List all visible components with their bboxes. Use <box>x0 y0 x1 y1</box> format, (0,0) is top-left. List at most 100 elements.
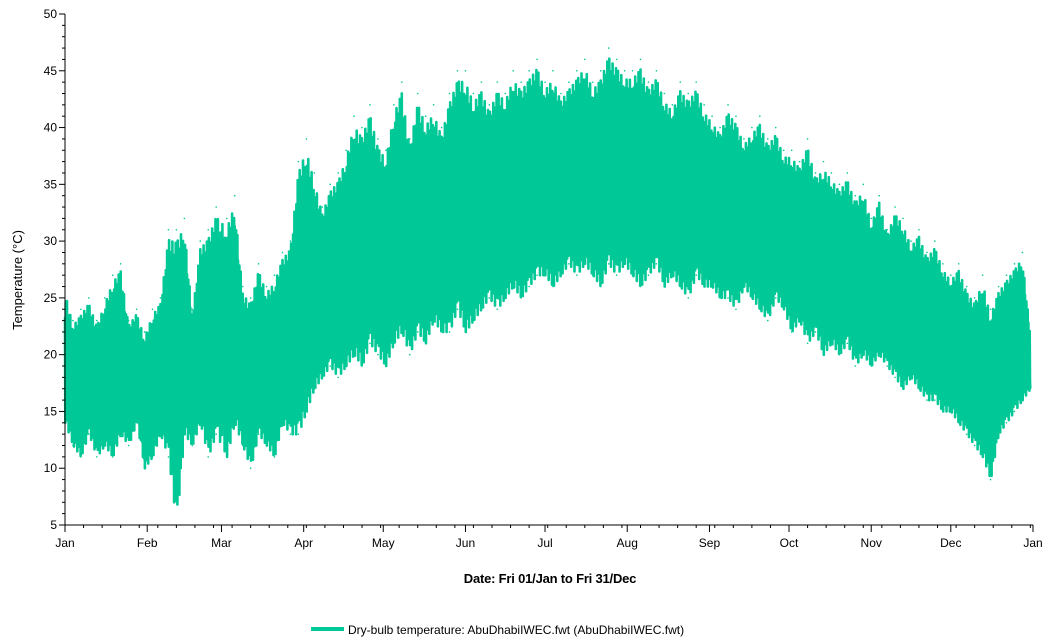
series-min-point <box>719 297 721 299</box>
series-min-point <box>973 444 976 447</box>
x-tick-label: Sep <box>699 536 721 550</box>
series-max-point <box>719 126 721 129</box>
series-max-point <box>576 69 578 72</box>
series-max-point <box>257 263 260 265</box>
series-max-point <box>838 183 841 186</box>
series-max-point <box>207 228 210 231</box>
series-max-point <box>329 183 332 186</box>
series-min-point <box>96 456 98 458</box>
series-max-point <box>96 319 98 322</box>
series-min-point <box>568 263 570 265</box>
series-max-point <box>456 69 459 72</box>
series-min-point <box>119 433 122 435</box>
series-max-point <box>965 285 968 288</box>
series-min-point <box>751 297 753 299</box>
series-max-point <box>854 194 857 197</box>
series-max-point <box>782 149 785 152</box>
series-min-point <box>313 387 316 390</box>
series-min-point <box>329 365 332 367</box>
series-min-point <box>504 297 507 299</box>
series-min-point <box>135 422 138 424</box>
series-min-point <box>496 308 499 311</box>
series-max-point <box>735 115 737 117</box>
series-max-point <box>401 81 403 83</box>
series-min-point <box>703 285 705 288</box>
series-max-point <box>973 297 976 299</box>
series-max-point <box>111 274 114 276</box>
series-min-point <box>647 274 650 276</box>
series-min-point <box>997 433 1000 435</box>
x-tick-label: May <box>372 536 395 550</box>
series-min-point <box>838 353 841 356</box>
series-min-point <box>894 376 896 379</box>
series-max-point <box>199 240 202 242</box>
series-max-point <box>127 319 130 322</box>
series-min-point <box>305 410 308 413</box>
series-max-point <box>536 58 538 61</box>
series-min-point <box>401 331 403 333</box>
series-min-point <box>560 274 562 276</box>
series-max-point <box>981 274 984 276</box>
series-max-point <box>175 228 178 231</box>
series-max-point <box>225 217 228 220</box>
series-max-point <box>103 297 106 299</box>
series-min-point <box>759 308 761 311</box>
plot-series <box>63 47 1032 526</box>
series-max-point <box>1021 251 1024 254</box>
series-min-point <box>191 444 194 447</box>
x-tick-label: Mar <box>211 536 232 550</box>
series-max-point <box>862 183 865 186</box>
series-min-point <box>472 319 475 322</box>
series-min-point <box>949 410 952 413</box>
series-max-point <box>878 194 880 197</box>
series-max-point <box>989 308 992 311</box>
series-max-point <box>591 81 594 83</box>
series-min-point <box>297 433 300 435</box>
series-min-point <box>1029 387 1032 390</box>
series-max-point <box>313 172 316 174</box>
series-max-point <box>934 240 936 242</box>
series-min-point <box>798 319 801 322</box>
series-max-point <box>432 104 435 106</box>
series-max-point <box>424 115 427 117</box>
y-tick-label: 35 <box>44 177 58 191</box>
series-min-point <box>854 365 857 367</box>
x-tick-label: Jun <box>456 536 475 550</box>
series-max-point <box>273 274 276 276</box>
series-min-point <box>385 365 387 367</box>
series-min-point <box>663 285 666 288</box>
series-max-point <box>727 104 729 106</box>
series-min-point <box>615 274 618 276</box>
series-min-point <box>957 422 960 424</box>
series-min-point <box>926 399 928 401</box>
series-min-point <box>416 331 419 333</box>
x-tick-label: Feb <box>137 536 158 550</box>
series-min-point <box>456 308 459 311</box>
series-min-point <box>345 365 347 367</box>
series-max-point <box>305 138 308 140</box>
series-min-point <box>870 365 873 367</box>
series-max-point <box>695 81 697 83</box>
series-min-point <box>806 342 809 345</box>
series-min-point <box>361 365 363 367</box>
legend-entry-label: Dry-bulb temperature: AbuDhabiIWEC.fwt (… <box>348 623 684 637</box>
series-min-point <box>846 342 849 345</box>
series-min-point <box>265 444 268 447</box>
series-max-point <box>552 69 554 72</box>
series-max-point <box>814 172 817 174</box>
series-max-point <box>790 149 793 152</box>
series-min-point <box>782 308 785 311</box>
series-min-point <box>878 353 880 356</box>
series-min-point <box>241 444 244 447</box>
series-min-point <box>80 456 82 458</box>
series-min-point <box>432 319 435 322</box>
series-max-point <box>448 92 451 95</box>
series-max-point <box>337 172 339 174</box>
series-max-point <box>774 126 777 129</box>
series-min-point <box>655 263 658 265</box>
series-max-point <box>88 297 90 299</box>
x-tick-label: Aug <box>617 536 638 550</box>
series-min-point <box>727 297 729 299</box>
y-tick-label: 20 <box>44 348 58 362</box>
